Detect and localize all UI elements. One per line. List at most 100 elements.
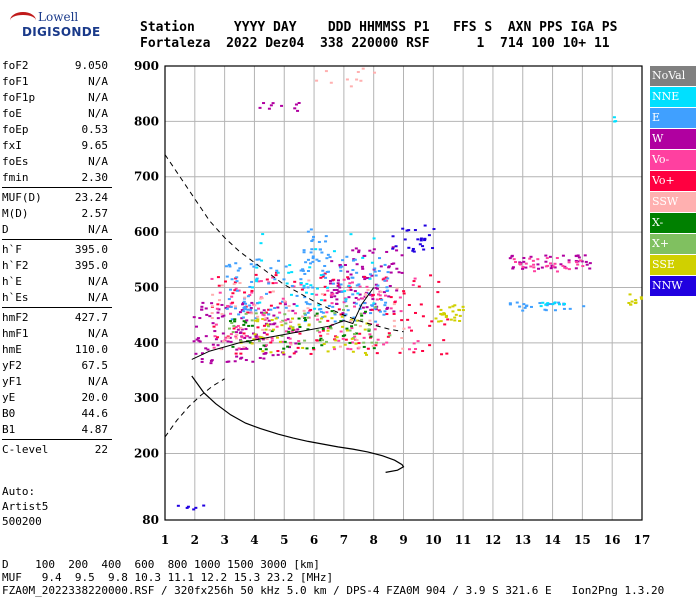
echo-point-ssw bbox=[393, 325, 397, 328]
echo-point-ssw bbox=[235, 333, 239, 336]
param-row: B1 4.87 bbox=[2, 422, 112, 438]
echo-point-w bbox=[363, 312, 367, 315]
echo-point-vo bbox=[319, 334, 323, 337]
echo-point-vo bbox=[337, 283, 341, 286]
echo-point-vo bbox=[524, 262, 528, 265]
echo-point-w bbox=[549, 267, 553, 270]
echo-point-vo bbox=[297, 340, 301, 343]
param-key: hmF2 bbox=[2, 311, 29, 324]
echo-point-vo bbox=[349, 348, 353, 351]
echo-point-vo bbox=[243, 291, 247, 294]
echo-point-ssw bbox=[320, 293, 324, 296]
echo-point-w bbox=[226, 340, 230, 343]
echo-point-nnw bbox=[394, 245, 398, 248]
echo-point-w bbox=[227, 360, 231, 363]
echo-point-x bbox=[315, 312, 319, 315]
echo-point-sse bbox=[627, 301, 631, 304]
echo-point-w bbox=[267, 319, 271, 322]
echo-point-vo bbox=[269, 304, 273, 307]
echo-point-w bbox=[522, 256, 526, 259]
echo-point-nne bbox=[313, 307, 317, 310]
echo-point-w bbox=[229, 340, 233, 343]
echo-point-w bbox=[293, 107, 297, 110]
echo-point-sse bbox=[274, 317, 278, 320]
echo-point-e bbox=[383, 304, 387, 307]
echo-point-vo bbox=[358, 285, 362, 288]
x-tick-label: 9 bbox=[399, 533, 407, 547]
echo-point-sse bbox=[280, 324, 284, 327]
echo-point-nnw bbox=[423, 239, 427, 242]
echo-point-w bbox=[392, 262, 396, 265]
echo-point-e bbox=[306, 258, 310, 261]
echo-point-nne bbox=[372, 302, 376, 305]
echo-point-ssw bbox=[315, 314, 319, 317]
echo-point-w bbox=[336, 279, 340, 282]
echo-point-w bbox=[258, 106, 262, 109]
echo-point-x bbox=[350, 325, 354, 328]
echo-point-e bbox=[508, 303, 512, 306]
x-tick-label: 2 bbox=[191, 533, 199, 547]
echo-point-x bbox=[283, 340, 287, 343]
echo-point-x bbox=[244, 312, 248, 315]
param-key: foEs bbox=[2, 155, 29, 168]
echo-point-ssw bbox=[392, 303, 396, 306]
echo-point-vo bbox=[437, 280, 441, 283]
y-tick-label: 300 bbox=[134, 391, 159, 405]
echo-point-vo bbox=[521, 265, 525, 268]
echo-point-vo bbox=[334, 335, 338, 338]
echo-point-w bbox=[244, 359, 248, 362]
auto-version: 500200 bbox=[2, 515, 42, 528]
echo-point-vo bbox=[412, 351, 416, 354]
echo-point-vo bbox=[339, 313, 343, 316]
echo-point-ssw bbox=[287, 309, 291, 312]
param-value: N/A bbox=[88, 291, 108, 304]
echo-point-x bbox=[333, 312, 337, 315]
y-tick-label: 900 bbox=[134, 59, 159, 73]
param-key: foEp bbox=[2, 123, 29, 136]
echo-point-x bbox=[266, 325, 270, 328]
echo-point-vo bbox=[323, 299, 327, 302]
echo-point-w bbox=[370, 274, 374, 277]
echo-point-sse bbox=[259, 336, 263, 339]
echo-point-e bbox=[324, 235, 328, 238]
echo-point-nne bbox=[344, 298, 348, 301]
echo-point-x bbox=[367, 329, 371, 332]
echo-point-w bbox=[265, 317, 269, 320]
echo-point-w bbox=[392, 310, 396, 313]
echo-point-vo bbox=[321, 275, 325, 278]
echo-point-vo bbox=[326, 327, 330, 330]
echo-point-vo bbox=[224, 336, 228, 339]
param-key: D bbox=[2, 223, 9, 236]
echo-point-w bbox=[225, 360, 229, 363]
echo-point-ssw bbox=[253, 304, 257, 307]
echo-point-sse bbox=[444, 315, 448, 318]
density-profile-curve bbox=[191, 375, 405, 473]
echo-point-e bbox=[562, 307, 566, 310]
echo-point-vo bbox=[296, 346, 300, 349]
echo-point-x bbox=[354, 332, 358, 335]
echo-point-vo bbox=[265, 333, 269, 336]
echo-point-ssw bbox=[364, 295, 368, 298]
echo-point-vo bbox=[555, 270, 559, 273]
x-tick-label: 1 bbox=[161, 533, 169, 547]
param-key: M(D) bbox=[2, 207, 29, 220]
echo-point-ssw bbox=[349, 85, 353, 88]
echo-point-x bbox=[244, 321, 248, 324]
param-row: fxI 9.65 bbox=[2, 138, 112, 154]
echo-point-x bbox=[369, 335, 373, 338]
echo-point-e bbox=[249, 263, 253, 266]
echo-point-w bbox=[375, 287, 379, 290]
echo-point-vo bbox=[270, 339, 274, 342]
echo-point-e bbox=[383, 310, 387, 313]
echo-point-w bbox=[335, 298, 339, 301]
echo-point-vo bbox=[346, 347, 350, 350]
echo-point-sse bbox=[453, 316, 457, 319]
echo-point-vo bbox=[263, 318, 267, 321]
echo-point-e bbox=[238, 267, 242, 270]
echo-point-e bbox=[344, 313, 348, 316]
echo-point-w bbox=[333, 295, 337, 298]
echo-point-vo bbox=[232, 327, 236, 330]
echo-point-x bbox=[291, 328, 295, 331]
echo-point-ssw bbox=[301, 315, 305, 318]
echo-point-vo bbox=[578, 259, 582, 262]
